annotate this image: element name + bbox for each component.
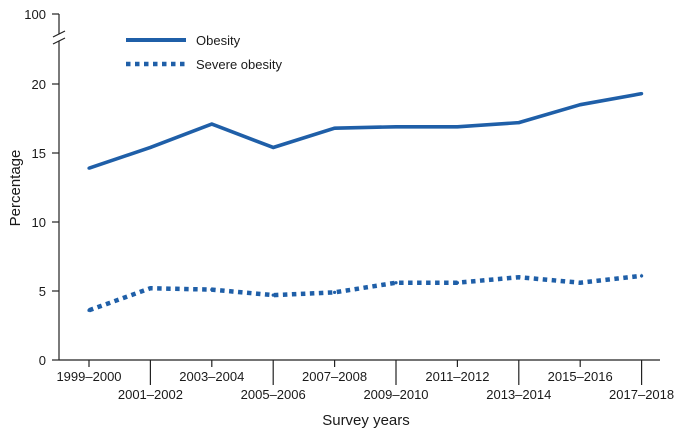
x-tick-label: 2009–2010 <box>363 387 428 402</box>
data-point-obesity <box>210 122 213 125</box>
x-tick-label: 2007–2008 <box>302 369 367 384</box>
data-point-severe-obesity <box>394 281 397 284</box>
data-point-obesity <box>579 103 582 106</box>
y-tick-label: 15 <box>32 146 46 161</box>
data-point-severe-obesity <box>456 281 459 284</box>
series-line-severe-obesity <box>89 276 642 311</box>
data-point-severe-obesity <box>272 294 275 297</box>
data-point-severe-obesity <box>210 288 213 291</box>
series <box>87 92 643 312</box>
y-tick-label: 10 <box>32 215 46 230</box>
x-tick-label: 2003–2004 <box>179 369 244 384</box>
x-tick-label: 2005–2006 <box>241 387 306 402</box>
data-point-severe-obesity <box>333 291 336 294</box>
legend-label-severe-obesity: Severe obesity <box>196 57 282 72</box>
data-point-severe-obesity <box>579 281 582 284</box>
y-ticks: 0 5 10 15 20 100 <box>24 7 59 368</box>
data-point-obesity <box>333 127 336 130</box>
data-point-obesity <box>640 92 643 95</box>
data-point-obesity <box>149 146 152 149</box>
series-line-obesity <box>89 94 642 169</box>
data-point-obesity <box>87 167 90 170</box>
data-point-obesity <box>517 121 520 124</box>
data-point-severe-obesity <box>149 287 152 290</box>
y-tick-label: 20 <box>32 77 46 92</box>
y-axis-title: Percentage <box>7 150 24 227</box>
legend-label-obesity: Obesity <box>196 33 241 48</box>
y-tick-label: 5 <box>39 284 46 299</box>
data-point-severe-obesity <box>517 276 520 279</box>
data-point-severe-obesity <box>87 309 90 312</box>
y-tick-label: 100 <box>24 7 46 22</box>
x-tick-label: 2017–2018 <box>609 387 674 402</box>
legend: Obesity Severe obesity <box>126 33 282 72</box>
data-point-obesity <box>456 125 459 128</box>
x-tick-label: 2013–2014 <box>486 387 551 402</box>
chart: 0 5 10 15 20 100 1999–2000 2001–2002 2003–2004 2… <box>0 0 685 433</box>
x-tick-label: 2001–2002 <box>118 387 183 402</box>
x-ticks: 1999–2000 2001–2002 2003–2004 2005–2006 2007… <box>56 360 674 402</box>
data-point-obesity <box>394 125 397 128</box>
x-tick-label: 2015–2016 <box>548 369 613 384</box>
x-tick-label: 1999–2000 <box>56 369 121 384</box>
x-tick-label: 2011–2012 <box>425 369 489 384</box>
x-axis-title: Survey years <box>322 412 410 429</box>
data-point-severe-obesity <box>640 274 643 277</box>
y-tick-label: 0 <box>39 353 46 368</box>
data-point-obesity <box>272 146 275 149</box>
